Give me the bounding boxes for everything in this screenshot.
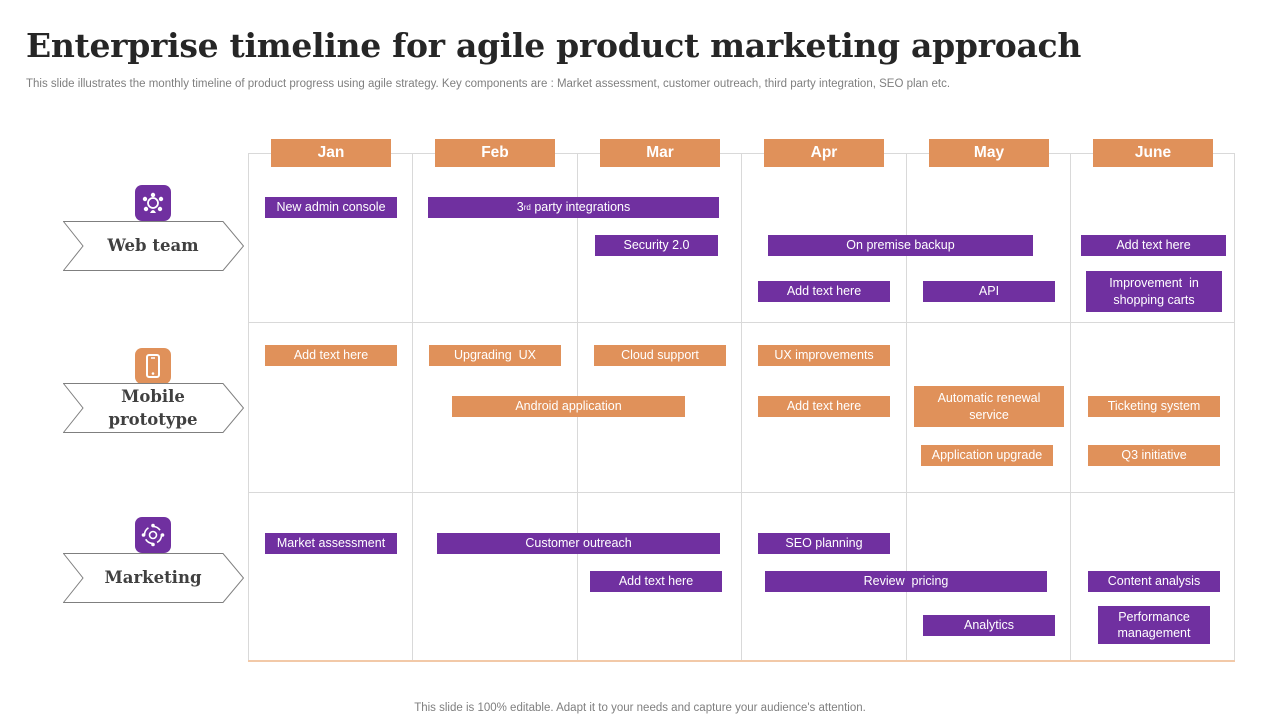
- month-header-mar: Mar: [600, 139, 720, 167]
- task-ticketing-system: Ticketing system: [1088, 396, 1220, 417]
- task-cloud-support: Cloud support: [594, 345, 726, 366]
- task-security: Security 2.0: [595, 235, 718, 256]
- task-text: party integrations: [530, 200, 631, 215]
- month-header-feb: Feb: [435, 139, 555, 167]
- task-new-admin-console: New admin console: [265, 197, 397, 218]
- task-seo-planning: SEO planning: [758, 533, 890, 554]
- lane-label-web-team: Web team: [107, 236, 199, 256]
- task-application-upgrade: Application upgrade: [921, 445, 1053, 466]
- task-on-premise-backup: On premise backup: [768, 235, 1033, 256]
- task-add-text-apr-mobile: Add text here: [758, 396, 890, 417]
- task-customer-outreach: Customer outreach: [437, 533, 720, 554]
- task-upgrading-ux: Upgrading UX: [429, 345, 561, 366]
- grid-divider: [1070, 153, 1071, 661]
- page-title: Enterprise timeline for agile product ma…: [26, 26, 1082, 65]
- task-api: API: [923, 281, 1055, 302]
- task-text: 3: [516, 200, 524, 215]
- task-add-text-apr: Add text here: [758, 281, 890, 302]
- task-add-text-mar: Add text here: [590, 571, 722, 592]
- lane-arrow-web-team: [63, 221, 244, 271]
- task-add-text-june: Add text here: [1081, 235, 1226, 256]
- grid-divider: [741, 153, 742, 661]
- task-q3-initiative: Q3 initiative: [1088, 445, 1220, 466]
- task-review-pricing: Review pricing: [765, 571, 1047, 592]
- grid-divider: [248, 492, 1235, 493]
- task-content-analysis: Content analysis: [1088, 571, 1220, 592]
- lane-arrow-marketing: [63, 553, 244, 603]
- marketing-cycle-icon: [135, 517, 171, 553]
- lane-label-mobile-prototype: Mobile prototype: [108, 386, 198, 429]
- task-improvement-shopping-carts: Improvement in shopping carts: [1086, 271, 1222, 312]
- month-header-june: June: [1093, 139, 1213, 167]
- grid-divider: [248, 153, 249, 661]
- task-performance-management: Performance management: [1098, 606, 1210, 644]
- team-network-icon: [135, 185, 171, 221]
- lane-arrow-mobile-prototype: [63, 383, 244, 433]
- task-automatic-renewal-service: Automatic renewal service: [914, 386, 1064, 427]
- task-android-application: Android application: [452, 396, 685, 417]
- month-header-apr: Apr: [764, 139, 884, 167]
- grid-divider: [412, 153, 413, 661]
- task-analytics: Analytics: [923, 615, 1055, 636]
- task-add-text-jan: Add text here: [265, 345, 397, 366]
- grid-divider: [248, 153, 1235, 154]
- smartphone-icon: [135, 348, 171, 384]
- month-header-jan: Jan: [271, 139, 391, 167]
- month-header-may: May: [929, 139, 1049, 167]
- page-subtitle: This slide illustrates the monthly timel…: [26, 78, 951, 90]
- lane-label-marketing: Marketing: [104, 568, 202, 588]
- grid-baseline: [248, 660, 1235, 662]
- grid-divider: [248, 322, 1235, 323]
- grid-divider: [906, 153, 907, 661]
- task-market-assessment: Market assessment: [265, 533, 397, 554]
- footer-note: This slide is 100% editable. Adapt it to…: [414, 702, 866, 714]
- task-ux-improvements: UX improvements: [758, 345, 890, 366]
- timeline-grid: [248, 153, 1235, 662]
- grid-divider: [1234, 153, 1235, 661]
